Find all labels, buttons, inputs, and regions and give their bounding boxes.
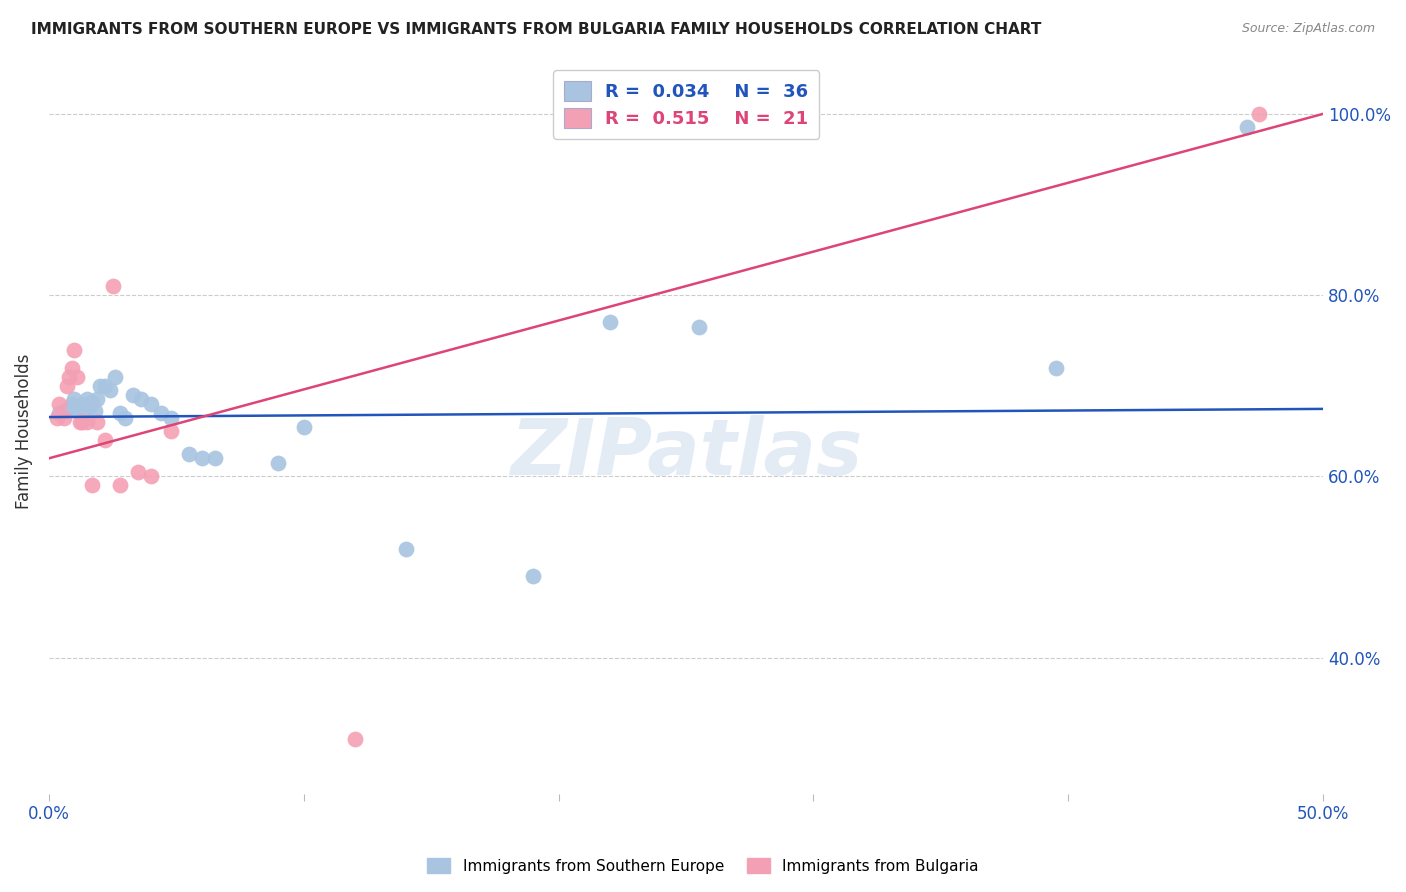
- Point: [94, 378, 117, 392]
- Point: [69, 415, 91, 429]
- Point: [63, 343, 86, 357]
- Point: [63, 392, 86, 407]
- Point: [76, 392, 98, 407]
- Point: [114, 410, 136, 425]
- Point: [70, 397, 93, 411]
- Point: [66, 404, 89, 418]
- Point: [267, 456, 290, 470]
- Point: [94, 433, 117, 447]
- Point: [150, 406, 173, 420]
- Point: [522, 569, 544, 583]
- Point: [76, 415, 98, 429]
- Point: [599, 315, 621, 329]
- Point: [122, 388, 145, 402]
- Legend: R =  0.034    N =  36, R =  0.515    N =  21: R = 0.034 N = 36, R = 0.515 N = 21: [553, 70, 820, 139]
- Point: [139, 469, 162, 483]
- Point: [1236, 120, 1258, 135]
- Point: [104, 369, 127, 384]
- Point: [82, 395, 104, 409]
- Point: [129, 392, 152, 407]
- Point: [204, 451, 226, 466]
- Point: [688, 319, 710, 334]
- Point: [343, 732, 366, 747]
- Point: [89, 378, 111, 392]
- Point: [127, 465, 149, 479]
- Point: [69, 399, 91, 413]
- Point: [139, 397, 162, 411]
- Point: [395, 541, 418, 556]
- Point: [48, 406, 70, 420]
- Point: [58, 369, 80, 384]
- Point: [79, 399, 101, 413]
- Point: [53, 404, 76, 418]
- Point: [1045, 360, 1067, 375]
- Text: ZIPatlas: ZIPatlas: [510, 415, 862, 491]
- Point: [60, 360, 83, 375]
- Point: [191, 451, 214, 466]
- Point: [292, 419, 315, 434]
- Point: [101, 279, 124, 293]
- Point: [179, 447, 201, 461]
- Point: [73, 406, 96, 420]
- Point: [1249, 107, 1271, 121]
- Point: [86, 415, 108, 429]
- Point: [58, 401, 80, 416]
- Point: [70, 415, 93, 429]
- Point: [160, 410, 183, 425]
- Legend: Immigrants from Southern Europe, Immigrants from Bulgaria: Immigrants from Southern Europe, Immigra…: [422, 852, 984, 880]
- Point: [56, 378, 79, 392]
- Point: [45, 410, 67, 425]
- Text: Source: ZipAtlas.com: Source: ZipAtlas.com: [1241, 22, 1375, 36]
- Point: [60, 397, 83, 411]
- Point: [86, 392, 108, 407]
- Point: [53, 410, 76, 425]
- Point: [110, 406, 132, 420]
- Y-axis label: Family Households: Family Households: [15, 353, 32, 508]
- Point: [66, 369, 89, 384]
- Point: [82, 478, 104, 492]
- Point: [160, 424, 183, 438]
- Point: [83, 404, 105, 418]
- Point: [48, 397, 70, 411]
- Point: [110, 478, 132, 492]
- Text: IMMIGRANTS FROM SOUTHERN EUROPE VS IMMIGRANTS FROM BULGARIA FAMILY HOUSEHOLDS CO: IMMIGRANTS FROM SOUTHERN EUROPE VS IMMIG…: [31, 22, 1042, 37]
- Point: [98, 384, 121, 398]
